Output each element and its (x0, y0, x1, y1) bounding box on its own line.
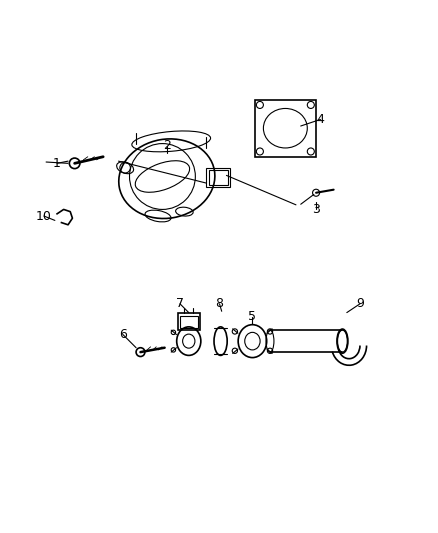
Text: 2: 2 (162, 139, 170, 152)
Text: 8: 8 (215, 297, 223, 310)
Bar (254, 100, 315, 157)
Text: 7: 7 (176, 297, 184, 310)
Text: 6: 6 (119, 328, 127, 341)
Bar (208, 170, 227, 185)
Text: 10: 10 (36, 209, 52, 222)
Bar (177, 312, 199, 330)
Text: 1: 1 (53, 157, 61, 170)
Text: 5: 5 (248, 311, 256, 324)
Bar (206, 168, 230, 188)
Text: 4: 4 (316, 113, 324, 126)
Bar (180, 316, 197, 328)
Text: 3: 3 (311, 203, 319, 216)
Text: 9: 9 (355, 297, 363, 310)
